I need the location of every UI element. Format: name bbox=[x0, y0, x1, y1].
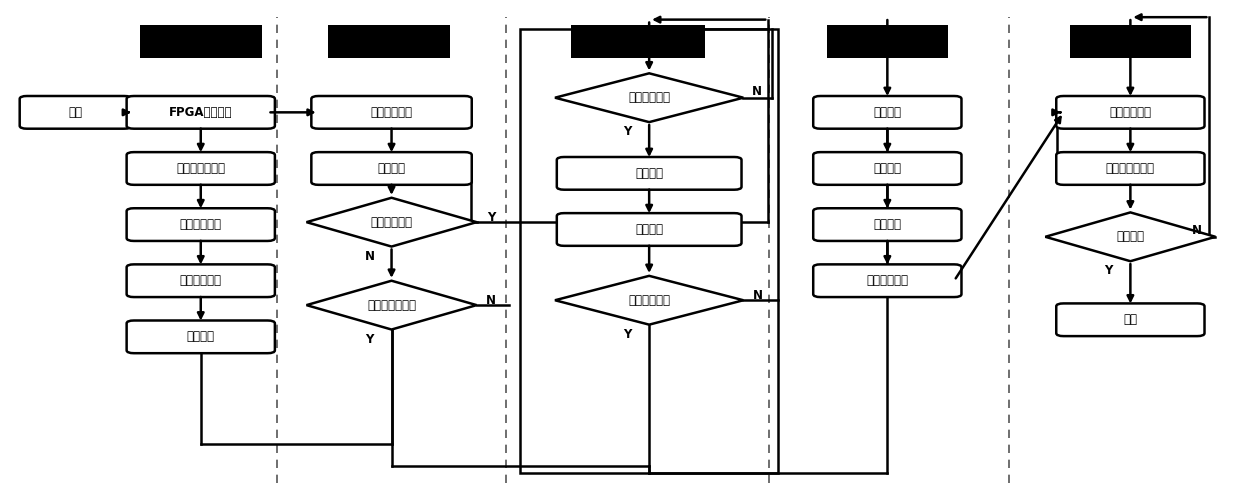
Text: 示波器串口配置: 示波器串口配置 bbox=[176, 162, 226, 175]
Text: 开始: 开始 bbox=[68, 106, 83, 119]
Bar bbox=[140, 25, 262, 58]
Text: 数据存储: 数据存储 bbox=[635, 223, 663, 236]
Text: 是否确认采集: 是否确认采集 bbox=[629, 91, 670, 104]
Text: Y: Y bbox=[487, 211, 495, 224]
Text: 斜率输出: 斜率输出 bbox=[873, 218, 901, 231]
Polygon shape bbox=[1045, 212, 1215, 261]
FancyBboxPatch shape bbox=[1056, 303, 1204, 336]
FancyBboxPatch shape bbox=[557, 157, 742, 190]
FancyBboxPatch shape bbox=[813, 96, 961, 128]
Text: 结束: 结束 bbox=[1123, 313, 1137, 326]
Bar bbox=[329, 25, 450, 58]
FancyBboxPatch shape bbox=[1056, 96, 1204, 128]
Text: 数据采集: 数据采集 bbox=[635, 167, 663, 180]
Text: 是否参数标定: 是否参数标定 bbox=[371, 216, 413, 229]
FancyBboxPatch shape bbox=[813, 264, 961, 297]
FancyBboxPatch shape bbox=[20, 96, 131, 128]
FancyBboxPatch shape bbox=[813, 152, 961, 185]
Text: 标定参数输出: 标定参数输出 bbox=[867, 274, 909, 287]
Text: N: N bbox=[753, 85, 763, 98]
Text: 是否预紧力测试: 是否预紧力测试 bbox=[367, 299, 417, 312]
Text: 标定参数输入: 标定参数输入 bbox=[1110, 106, 1152, 119]
Text: 截距输出: 截距输出 bbox=[873, 162, 901, 175]
Text: N: N bbox=[486, 294, 496, 307]
Text: 零位确认: 零位确认 bbox=[377, 162, 405, 175]
Text: 是否数据处理: 是否数据处理 bbox=[629, 294, 670, 307]
Bar bbox=[1070, 25, 1192, 58]
Text: N: N bbox=[1192, 225, 1203, 238]
Text: N: N bbox=[365, 250, 374, 263]
Bar bbox=[827, 25, 949, 58]
Text: 是否停止: 是否停止 bbox=[1116, 230, 1145, 244]
FancyBboxPatch shape bbox=[126, 208, 275, 241]
FancyBboxPatch shape bbox=[813, 208, 961, 241]
Text: 输入夹紧长度: 输入夹紧长度 bbox=[180, 218, 222, 231]
Text: 预紧力检测输出: 预紧力检测输出 bbox=[1106, 162, 1154, 175]
FancyBboxPatch shape bbox=[126, 321, 275, 353]
Text: Y: Y bbox=[624, 328, 631, 341]
Polygon shape bbox=[306, 281, 476, 330]
FancyBboxPatch shape bbox=[126, 152, 275, 185]
Text: Y: Y bbox=[624, 125, 631, 138]
FancyBboxPatch shape bbox=[557, 213, 742, 246]
Text: Y: Y bbox=[1105, 264, 1112, 277]
Text: 数据拟合: 数据拟合 bbox=[873, 106, 901, 119]
Text: 输入螺栓直径: 输入螺栓直径 bbox=[180, 274, 222, 287]
Bar bbox=[521, 29, 777, 474]
Polygon shape bbox=[306, 198, 476, 247]
Text: FPGA串口配置: FPGA串口配置 bbox=[169, 106, 233, 119]
FancyBboxPatch shape bbox=[311, 152, 471, 185]
FancyBboxPatch shape bbox=[126, 264, 275, 297]
Text: 确认启动: 确认启动 bbox=[187, 330, 215, 343]
FancyBboxPatch shape bbox=[126, 96, 275, 128]
Polygon shape bbox=[556, 73, 743, 122]
Text: Y: Y bbox=[366, 333, 373, 346]
FancyBboxPatch shape bbox=[1056, 152, 1204, 185]
FancyBboxPatch shape bbox=[311, 96, 471, 128]
Text: N: N bbox=[753, 289, 763, 302]
Polygon shape bbox=[556, 276, 743, 325]
Text: 初始环境确认: 初始环境确认 bbox=[371, 106, 413, 119]
Bar bbox=[572, 25, 706, 58]
